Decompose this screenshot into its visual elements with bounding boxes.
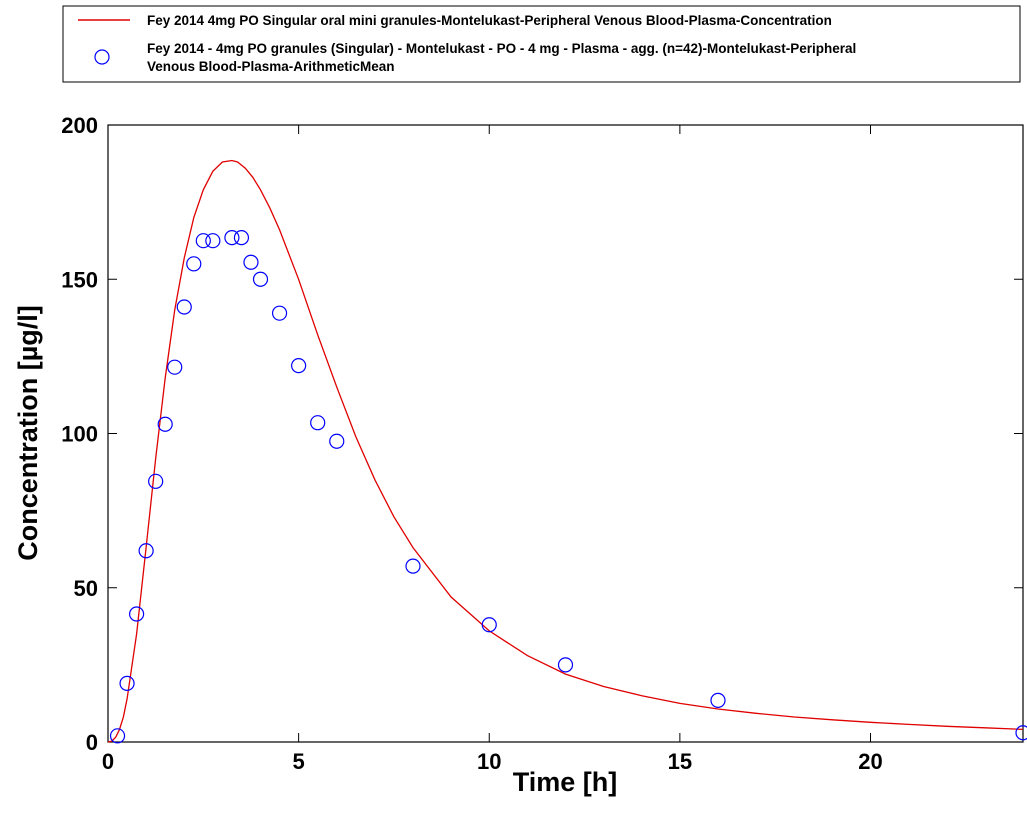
- y-tick-label: 0: [86, 730, 98, 755]
- observed-point: [271, 305, 288, 321]
- simulation-series: [107, 159, 1024, 743]
- observed-series: [109, 230, 1027, 744]
- y-tick-label: 200: [61, 113, 98, 138]
- y-tick-label: 100: [61, 422, 98, 447]
- observed-point: [205, 233, 221, 249]
- x-tick-label: 10: [477, 749, 501, 774]
- x-tick-label: 0: [102, 749, 114, 774]
- legend-entry-observed-line1: Fey 2014 - 4mg PO granules (Singular) - …: [147, 41, 856, 56]
- observed-point: [109, 728, 126, 744]
- x-tick-label: 20: [858, 749, 882, 774]
- observed-point: [195, 233, 211, 249]
- observed-point: [1015, 725, 1027, 741]
- observed-point: [157, 416, 173, 432]
- plot-area: [107, 124, 1024, 743]
- observed-point: [186, 256, 202, 272]
- y-tick-label: 50: [74, 576, 98, 601]
- observed-point: [481, 617, 497, 633]
- observed-point: [291, 358, 307, 374]
- observed-point: [138, 543, 154, 559]
- x-tick-label: 15: [668, 749, 692, 774]
- legend-entry-observed: Fey 2014 - 4mg PO granules (Singular) - …: [147, 41, 860, 74]
- y-tick-label: 150: [61, 267, 98, 292]
- axis-ticks: [107, 124, 1023, 743]
- legend-marker-swatch: [94, 49, 110, 65]
- observed-point: [329, 433, 345, 449]
- observed-point: [167, 359, 183, 375]
- observed-point: [148, 473, 164, 489]
- legend-box: [62, 5, 1021, 83]
- observed-point: [224, 230, 240, 246]
- observed-point: [128, 606, 145, 622]
- observed-point: [243, 254, 259, 270]
- legend-entry-simulation: Fey 2014 4mg PO Singular oral mini granu…: [147, 13, 832, 28]
- simulation-line: [107, 159, 1024, 743]
- x-tick-label: 5: [293, 749, 305, 774]
- legend-entry-observed-line2: Venous Blood-Plasma-ArithmeticMean: [147, 59, 395, 74]
- observed-point: [557, 657, 574, 673]
- x-axis-label: Time [h]: [513, 767, 618, 797]
- observed-point: [252, 271, 269, 287]
- observed-point: [710, 692, 726, 708]
- observed-point: [119, 675, 135, 691]
- legend: Fey 2014 4mg PO Singular oral mini granu…: [62, 5, 1021, 83]
- observed-point: [310, 415, 326, 431]
- observed-point: [176, 299, 192, 315]
- observed-point: [233, 230, 250, 246]
- observed-point: [405, 558, 421, 574]
- y-axis-label: Concentration [µg/l]: [13, 305, 43, 561]
